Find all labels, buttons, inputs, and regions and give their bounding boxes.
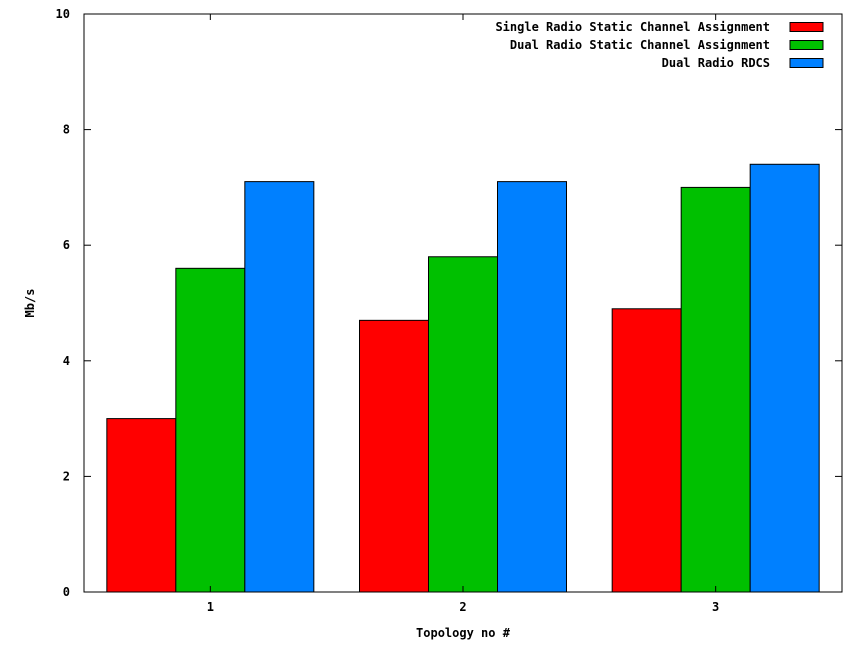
bar-series-1-cat-3 <box>611 308 682 593</box>
y-tick-label: 10 <box>56 7 70 21</box>
legend-swatch <box>789 22 824 32</box>
x-tick-label: 1 <box>207 600 214 614</box>
bar-series-1-cat-2 <box>359 319 429 593</box>
x-tick-label: 3 <box>712 600 719 614</box>
y-axis-label: Mb/s <box>23 289 37 318</box>
bar-series-2-cat-3 <box>680 186 751 593</box>
bars-layer <box>106 163 820 593</box>
y-tick-label: 8 <box>63 123 70 137</box>
bar-series-3-cat-2 <box>497 181 567 593</box>
y-tick-label: 0 <box>63 585 70 599</box>
bar-series-2-cat-1 <box>175 267 246 593</box>
legend: Single Radio Static Channel Assignment Du… <box>495 20 824 70</box>
legend-label: Dual Radio RDCS <box>662 56 770 70</box>
legend-label: Dual Radio Static Channel Assignment <box>510 38 770 52</box>
bar-series-1-cat-1 <box>106 418 177 593</box>
bar-series-2-cat-2 <box>428 256 498 593</box>
x-axis-label: Topology no # <box>416 626 511 640</box>
legend-swatch <box>789 58 824 68</box>
y-tick-label: 4 <box>63 354 70 368</box>
ticks-layer: 1 2 3 0 2 4 6 8 10 <box>56 7 842 614</box>
y-tick-label: 2 <box>63 469 70 483</box>
legend-swatch <box>789 40 824 50</box>
x-tick-label: 2 <box>459 600 466 614</box>
legend-label: Single Radio Static Channel Assignment <box>495 20 770 34</box>
bar-series-3-cat-1 <box>244 181 315 593</box>
bar-series-3-cat-3 <box>749 163 820 593</box>
y-tick-label: 6 <box>63 238 70 252</box>
